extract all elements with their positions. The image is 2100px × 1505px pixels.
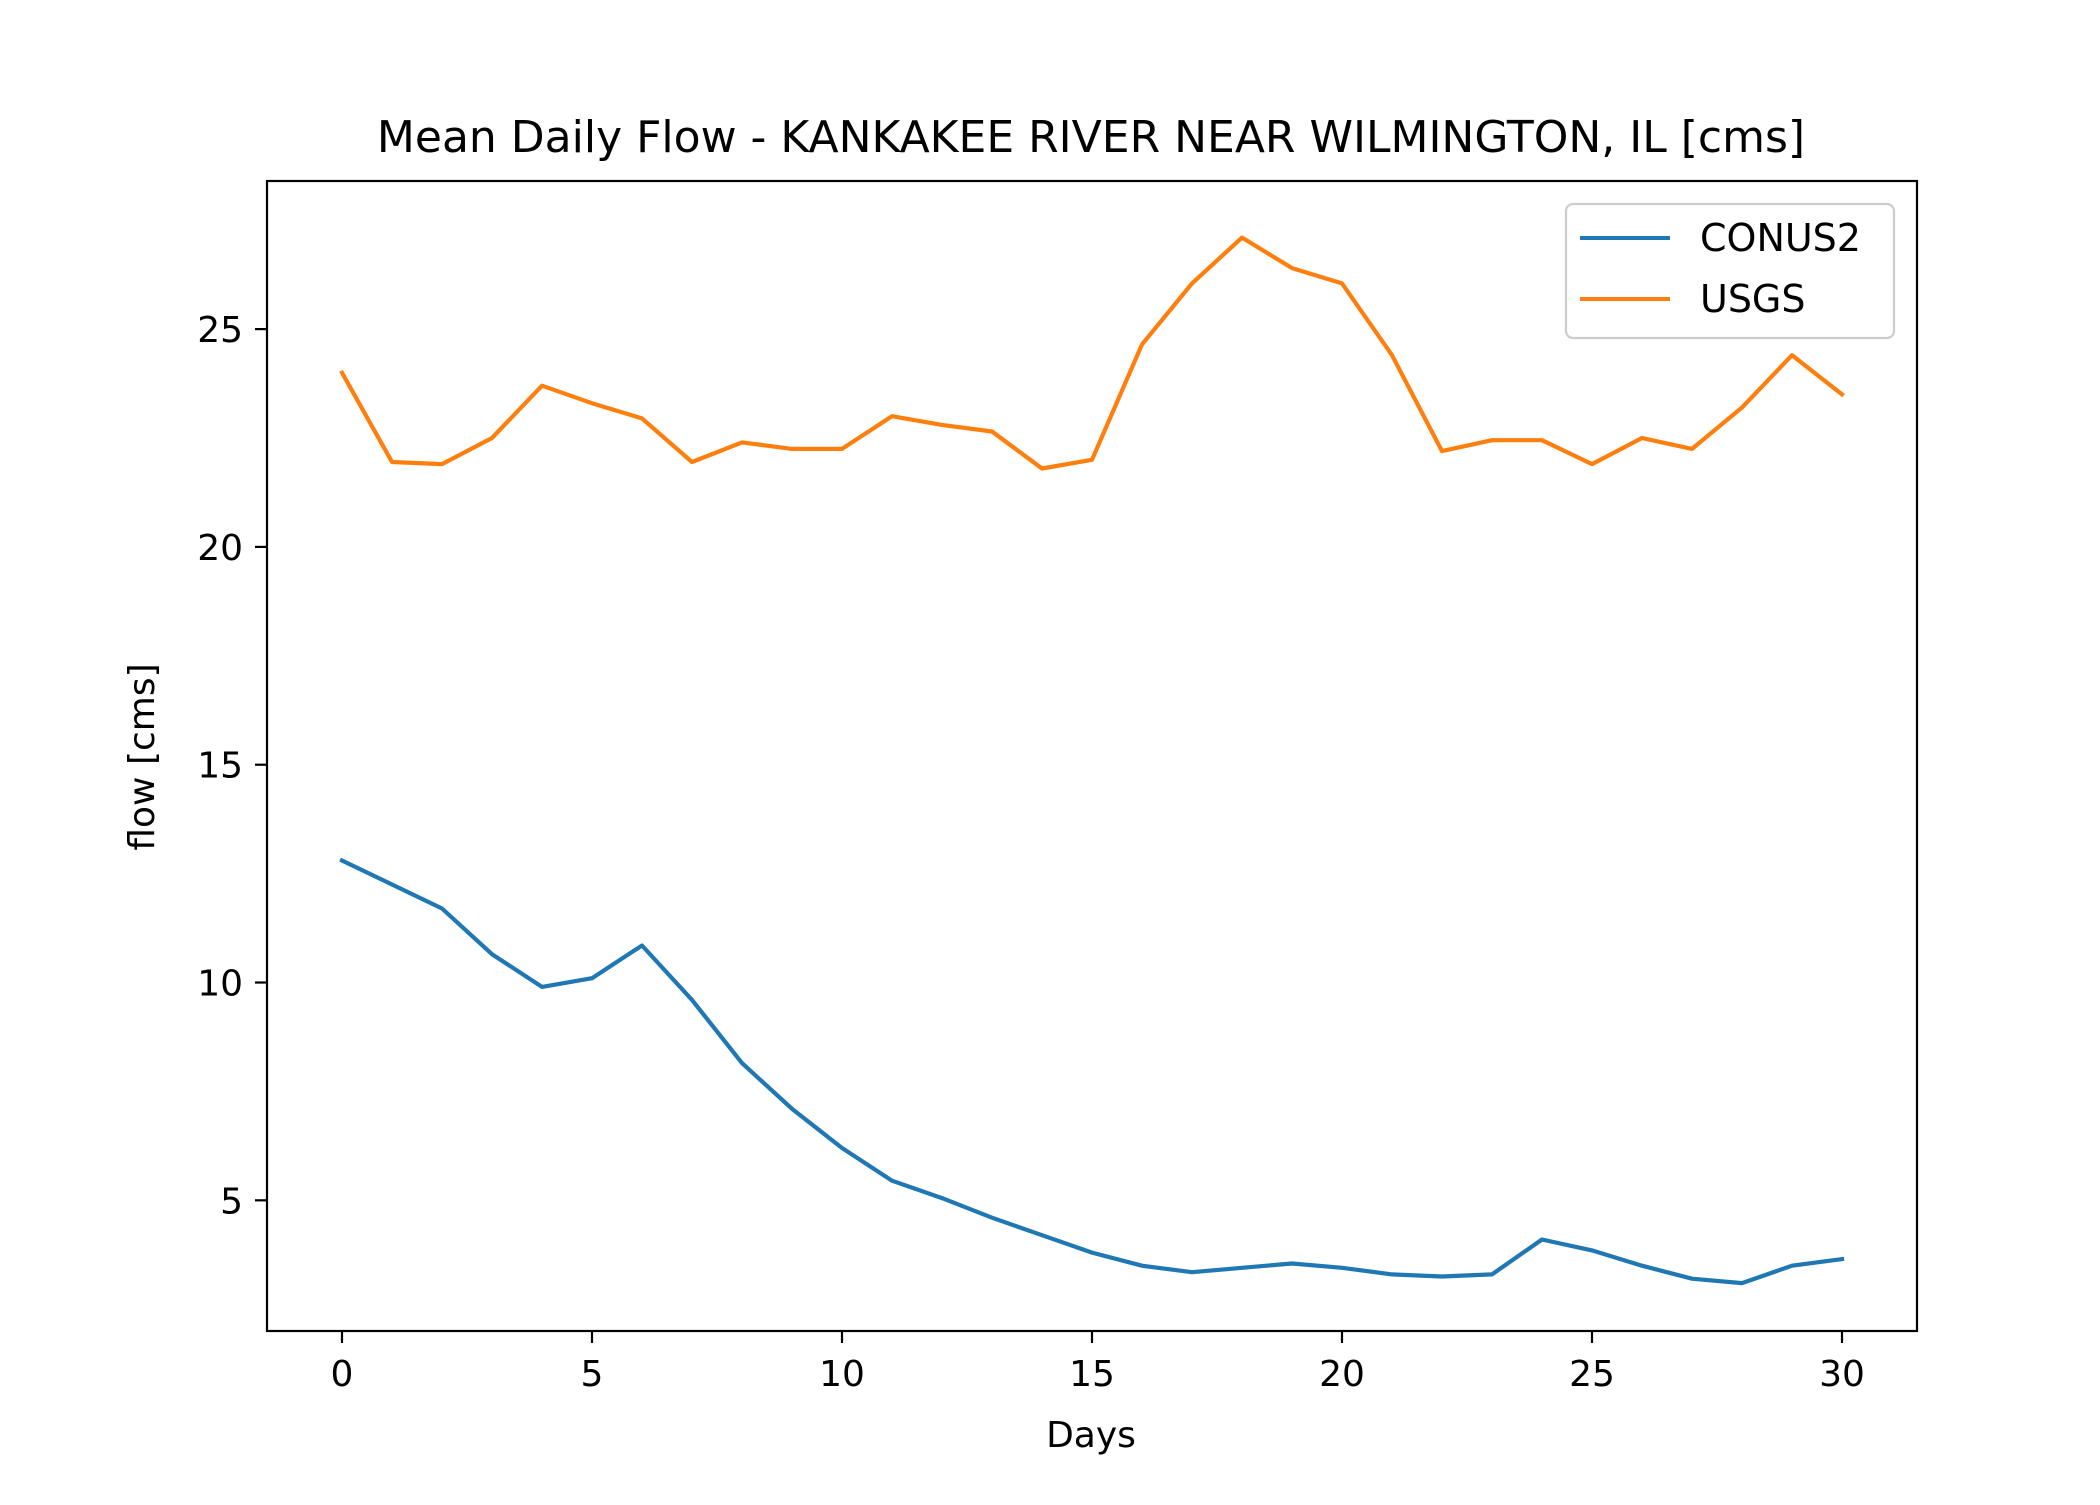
legend: CONUS2 USGS (1564, 202, 1896, 340)
y-axis-label: flow [cms] (122, 663, 163, 850)
series-layer (339, 235, 1845, 1286)
y-tick-label: 15 (197, 746, 243, 787)
x-tick-label: 10 (819, 1354, 865, 1395)
x-axis-label: Days (1046, 1415, 1136, 1456)
x-tick-label: 20 (1319, 1354, 1365, 1395)
y-tick-label: 25 (197, 310, 243, 351)
legend-label-conus2: CONUS2 (1700, 216, 1861, 260)
x-tick-label: 15 (1069, 1354, 1115, 1395)
x-tick-label: 0 (331, 1354, 354, 1395)
x-tick-label: 5 (581, 1354, 604, 1395)
series-line-conus2 (339, 857, 1845, 1286)
ticks-layer: 0 5 10 15 20 25 30 5 10 15 20 25 (197, 310, 1865, 1395)
chart-title: Mean Daily Flow - KANKAKEE RIVER NEAR WI… (377, 112, 1805, 163)
series-line-usgs (339, 235, 1845, 471)
legend-label-usgs: USGS (1700, 277, 1806, 321)
x-tick-label: 25 (1569, 1354, 1615, 1395)
y-tick-label: 10 (197, 964, 243, 1005)
y-tick-label: 5 (220, 1181, 243, 1222)
plot-area-frame (265, 179, 1919, 1333)
y-tick-label: 20 (197, 528, 243, 569)
x-tick-label: 30 (1819, 1354, 1865, 1395)
